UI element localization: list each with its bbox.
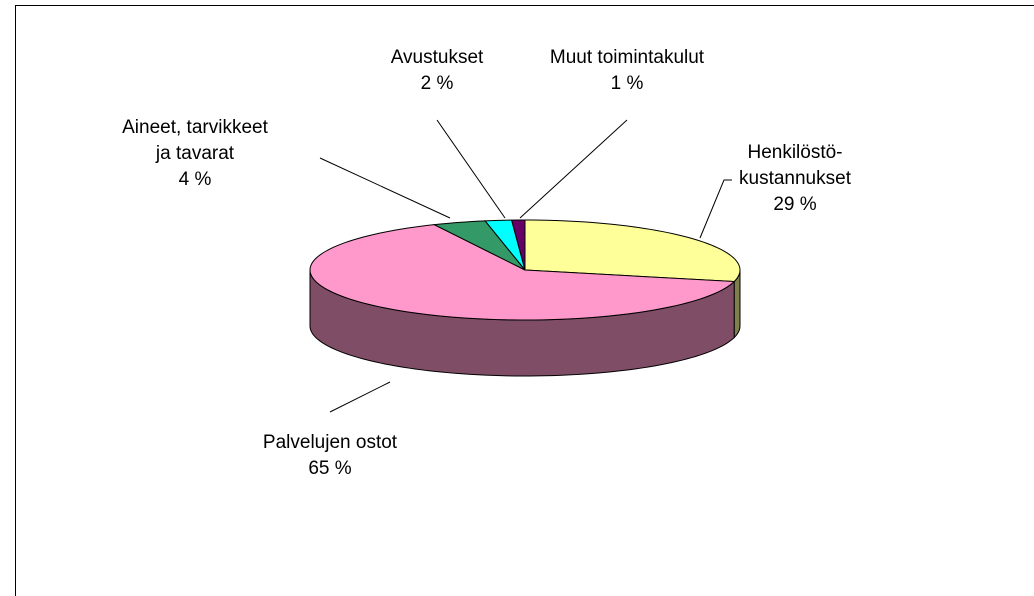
value-label: 2 %: [420, 73, 454, 94]
slice: [432, 220, 526, 271]
leader-line: [699, 179, 732, 239]
value-label: 29 %: [773, 194, 817, 215]
leader-line: [519, 119, 628, 219]
value-label: 4 %: [178, 169, 212, 190]
category-label: Muut toimintakulut: [549, 47, 705, 68]
leader-line: [329, 381, 391, 413]
slice-top: [510, 219, 526, 271]
slice: [524, 219, 741, 339]
leader-line: [436, 119, 506, 219]
slice-top: [432, 220, 526, 271]
category-label: Aineet, tarvikkeet ja tavarat: [122, 117, 268, 164]
category-label: Palvelujen ostot: [262, 432, 398, 453]
slice-top: [524, 219, 741, 283]
slice-label: Avustukset 2 %: [391, 45, 484, 97]
category-label: Avustukset: [390, 47, 484, 68]
slice-top: [309, 224, 736, 321]
slice-label: Aineet, tarvikkeet ja tavarat 4 %: [122, 115, 268, 193]
leader-line: [319, 157, 451, 219]
value-label: 65 %: [308, 458, 352, 479]
slice: [309, 224, 736, 377]
slice-label: Palvelujen ostot 65 %: [263, 430, 397, 482]
category-label: Henkilöstö- kustannukset: [739, 142, 851, 189]
value-label: 1 %: [610, 73, 644, 94]
slice-label: Muut toimintakulut 1 %: [550, 45, 704, 97]
slice-label: Henkilöstö- kustannukset 29 %: [739, 140, 851, 218]
slice: [510, 219, 526, 271]
